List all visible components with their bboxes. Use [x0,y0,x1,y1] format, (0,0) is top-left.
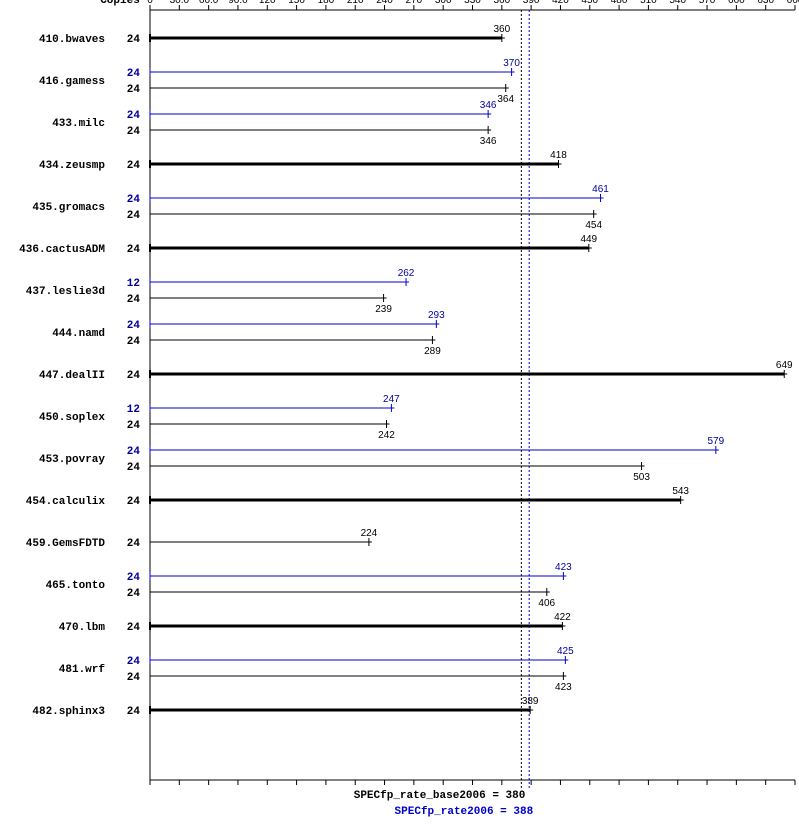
base-value: 224 [361,528,378,539]
tick-label: 150 [288,0,305,6]
base-value: 423 [555,682,572,693]
base-value: 364 [497,94,514,105]
peak-value: 247 [383,394,400,405]
benchmark-label: 450.soplex [39,412,105,424]
peak-copies: 24 [127,572,141,584]
base-copies: 24 [127,462,141,474]
copies-header: Copies [100,0,140,7]
base-copies: 24 [127,496,141,508]
tick-label: 120 [259,0,276,6]
base-copies: 24 [127,588,141,600]
tick-label: 210 [347,0,364,6]
peak-value: 423 [555,562,572,573]
base-value: 406 [538,598,555,609]
base-value: 449 [580,234,597,245]
peak-copies: 24 [127,446,141,458]
base-copies: 24 [127,244,141,256]
tick-label: 420 [552,0,569,6]
benchmark-label: 482.sphinx3 [32,706,105,718]
peak-value: 262 [398,268,415,279]
tick-label: 330 [464,0,481,6]
peak-value: 579 [707,436,724,447]
benchmark-label: 470.lbm [59,622,106,634]
base-value: 418 [550,150,567,161]
peak-value: 370 [503,58,520,69]
tick-label: 450 [581,0,598,6]
peak-copies: 12 [127,278,140,290]
benchmark-label: 444.namd [52,328,105,340]
tick-label: 510 [640,0,657,6]
base-copies: 24 [127,210,141,222]
benchmark-label: 454.calculix [26,496,106,508]
base-copies: 24 [127,672,141,684]
tick-label: 300 [435,0,452,6]
base-copies: 24 [127,420,141,432]
base-value: 289 [424,346,441,357]
peak-value: 461 [592,184,609,195]
benchmark-label: 433.milc [52,118,105,130]
tick-label: 660 [787,0,799,6]
tick-label: 0 [147,0,153,6]
peak-copies: 24 [127,110,141,122]
peak-copies: 24 [127,68,141,80]
base-value: 649 [776,360,793,371]
base-copies: 24 [127,126,141,138]
tick-label: 600 [728,0,745,6]
base-copies: 24 [127,706,141,718]
spec-rate-chart: 0 30.0 60.0 90.0 120 150 180 210 240 270 300 330 360… [0,0,799,831]
tick-label: 180 [318,0,335,6]
base-value: 389 [522,696,539,707]
peak-copies: 12 [127,404,140,416]
base-value: 422 [554,612,571,623]
summary-label: SPECfp_rate2006 = 388 [395,806,534,818]
base-copies: 24 [127,84,141,96]
chart-bg [0,0,799,831]
tick-label: 270 [406,0,423,6]
benchmark-label: 436.cactusADM [19,244,105,256]
tick-label: 30.0 [170,0,190,6]
tick-label: 630 [757,0,774,6]
base-copies: 24 [127,34,141,46]
benchmark-label: 465.tonto [46,580,106,592]
benchmark-label: 434.zeusmp [39,160,105,172]
tick-label: 90.0 [228,0,248,6]
benchmark-label: 410.bwaves [39,34,105,46]
base-value: 543 [672,486,689,497]
base-value: 242 [378,430,395,441]
tick-label: 240 [376,0,393,6]
base-copies: 24 [127,336,141,348]
benchmark-label: 435.gromacs [32,202,105,214]
peak-copies: 24 [127,320,141,332]
benchmark-label: 447.dealII [39,370,105,382]
base-copies: 24 [127,370,141,382]
peak-value: 293 [428,310,445,321]
tick-label: 360 [493,0,510,6]
summary-label: SPECfp_rate_base2006 = 380 [354,790,526,802]
peak-value: 346 [480,100,497,111]
benchmark-label: 459.GemsFDTD [26,538,106,550]
tick-label: 390 [523,0,540,6]
base-value: 454 [585,220,602,231]
tick-label: 60.0 [199,0,219,6]
base-value: 360 [493,24,510,35]
peak-copies: 24 [127,656,141,668]
base-copies: 24 [127,160,141,172]
base-copies: 24 [127,622,141,634]
benchmark-label: 481.wrf [59,664,106,676]
base-value: 239 [375,304,392,315]
peak-value: 425 [557,646,574,657]
peak-copies: 24 [127,194,141,206]
tick-label: 570 [699,0,716,6]
tick-label: 540 [669,0,686,6]
benchmark-label: 437.leslie3d [26,286,105,298]
benchmark-label: 453.povray [39,454,105,466]
base-value: 503 [633,472,650,483]
tick-label: 480 [611,0,628,6]
base-copies: 24 [127,538,141,550]
base-value: 346 [480,136,497,147]
benchmark-label: 416.gamess [39,76,105,88]
base-copies: 24 [127,294,141,306]
